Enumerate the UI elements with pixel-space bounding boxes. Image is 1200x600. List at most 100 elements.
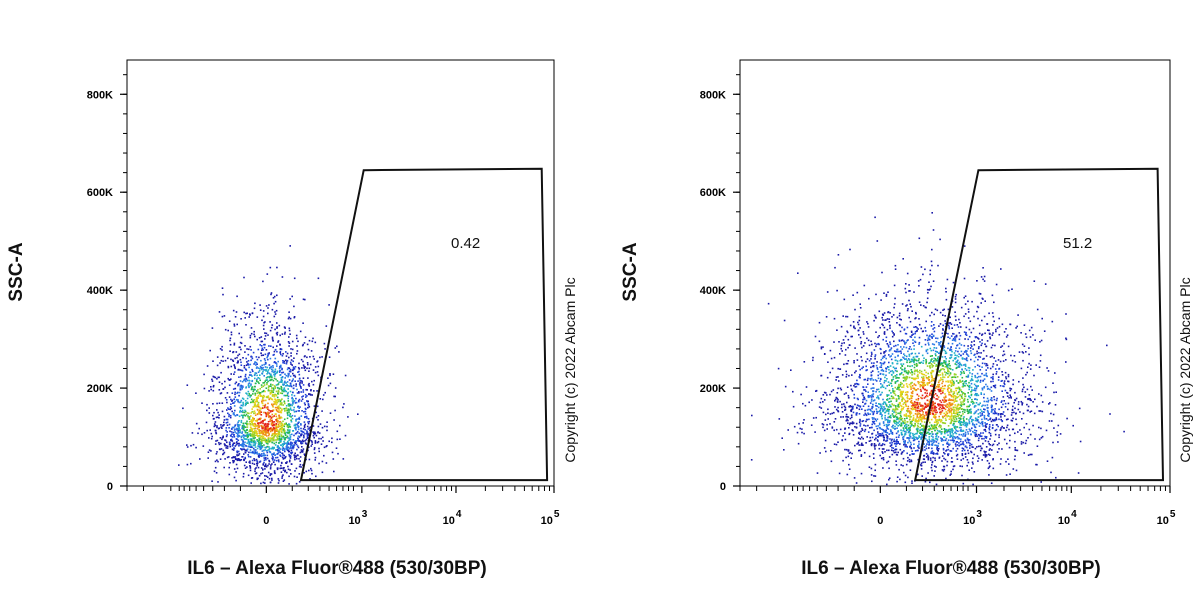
- event-dot: [248, 441, 250, 443]
- event-dot: [272, 409, 275, 411]
- event-dot: [822, 426, 824, 429]
- event-dot: [298, 368, 301, 370]
- event-dot: [876, 412, 878, 415]
- event-dot: [238, 429, 241, 431]
- event-dot: [223, 421, 225, 424]
- event-dot: [893, 392, 896, 395]
- y-tick-label: 200K: [87, 383, 113, 395]
- event-dot: [917, 446, 919, 448]
- event-dot: [1002, 403, 1004, 406]
- event-dot: [991, 399, 993, 402]
- event-dot: [289, 459, 291, 462]
- event-dot: [980, 302, 982, 304]
- event-dot: [267, 385, 270, 387]
- event-dot: [853, 393, 855, 396]
- event-dot: [837, 367, 839, 370]
- event-dot: [918, 301, 921, 303]
- event-dot: [289, 333, 291, 335]
- event-dot: [934, 405, 936, 408]
- event-dot: [227, 366, 230, 369]
- event-dot: [994, 412, 996, 415]
- event-dot: [280, 364, 282, 367]
- event-dot: [295, 334, 298, 337]
- event-dot: [288, 438, 291, 440]
- event-dot: [866, 358, 869, 360]
- event-dot: [262, 453, 265, 455]
- event-dot: [938, 352, 940, 354]
- event-dot: [279, 467, 281, 470]
- event-dot: [981, 437, 983, 440]
- event-dot: [287, 409, 289, 412]
- event-dot: [296, 445, 299, 447]
- event-dot: [926, 365, 929, 367]
- event-dot: [272, 423, 275, 426]
- event-dot: [269, 420, 272, 422]
- event-dot: [927, 419, 930, 422]
- event-dot: [912, 358, 914, 361]
- event-dot: [249, 465, 251, 467]
- event-dot: [233, 342, 236, 345]
- event-dot: [288, 356, 290, 359]
- event-dot: [920, 438, 922, 441]
- event-dot: [883, 438, 885, 441]
- event-dot: [902, 258, 904, 260]
- event-dot: [978, 437, 980, 439]
- event-dot: [901, 396, 903, 398]
- event-dot: [970, 394, 973, 397]
- event-dot: [269, 427, 272, 430]
- event-dot: [965, 369, 968, 371]
- event-dot: [237, 400, 239, 403]
- event-dot: [244, 345, 246, 347]
- event-dot: [1003, 380, 1006, 382]
- event-dot: [246, 442, 248, 444]
- event-dot: [309, 429, 311, 431]
- event-dot: [957, 409, 959, 411]
- event-dot: [285, 407, 288, 409]
- event-dot: [886, 343, 889, 345]
- event-dot: [249, 371, 251, 374]
- event-dot: [993, 357, 995, 359]
- event-dot: [256, 451, 258, 453]
- event-dot: [962, 382, 965, 385]
- event-dot: [282, 458, 285, 460]
- event-dot: [192, 443, 195, 446]
- event-dot: [259, 309, 262, 311]
- event-dot: [271, 437, 273, 440]
- event-dot: [917, 473, 919, 476]
- event-dot: [290, 463, 293, 465]
- event-dot: [321, 436, 324, 439]
- event-dot: [221, 345, 223, 348]
- event-dot: [980, 432, 982, 434]
- event-dot: [289, 436, 291, 439]
- event-dot: [842, 315, 844, 317]
- event-dot: [250, 446, 253, 448]
- event-dot: [210, 450, 212, 452]
- event-dot: [307, 433, 310, 435]
- event-dot: [302, 440, 305, 443]
- event-dot: [297, 428, 300, 431]
- event-dot: [917, 397, 920, 400]
- event-dot: [257, 381, 259, 383]
- event-dot: [268, 459, 270, 462]
- event-dot: [256, 413, 259, 415]
- event-dot: [891, 316, 893, 318]
- event-dot: [277, 383, 279, 386]
- event-dot: [891, 330, 893, 333]
- event-dot: [221, 315, 224, 318]
- event-dot: [260, 336, 263, 338]
- event-dot: [288, 367, 291, 369]
- event-dot: [314, 441, 317, 443]
- event-dot: [834, 398, 837, 401]
- event-dot: [263, 343, 265, 346]
- event-dot: [281, 477, 283, 479]
- event-dot: [278, 479, 280, 482]
- event-dot: [976, 398, 978, 401]
- event-dot: [237, 425, 239, 427]
- event-dot: [257, 371, 260, 373]
- event-dot: [918, 341, 921, 344]
- event-dot: [214, 424, 216, 427]
- event-dot: [870, 426, 873, 429]
- event-dot: [830, 357, 833, 360]
- event-dot: [924, 449, 926, 451]
- event-dot: [313, 433, 316, 435]
